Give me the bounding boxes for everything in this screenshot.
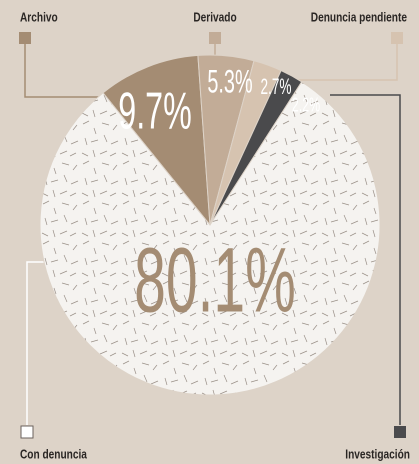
legend-label: Derivado: [193, 10, 236, 24]
pie-slice: [39, 81, 381, 396]
slice-label: 2.7%: [260, 73, 291, 98]
pie-slice: [102, 54, 211, 227]
connector: [26, 261, 45, 425]
legend-label: Archivo: [20, 10, 58, 24]
legend-swatch: [209, 32, 221, 44]
connectors: [24, 44, 401, 425]
slice-label: 5.3%: [207, 64, 252, 100]
legend-swatch: [20, 425, 34, 439]
legend-swatch: [394, 426, 406, 438]
connector: [272, 44, 398, 81]
legend-label: Denuncia pendiente: [311, 10, 408, 24]
connector: [330, 94, 401, 425]
legend-label: Investigación: [345, 447, 410, 461]
legend-label: Con denuncia: [20, 447, 87, 461]
slice-label: 80.1%: [134, 230, 296, 332]
legend-swatch: [19, 32, 31, 44]
slice-label: 2.2%: [292, 93, 320, 116]
pie: [39, 54, 381, 396]
slice-label: 9.7%: [118, 83, 191, 141]
connector: [24, 44, 105, 98]
legend-swatch: [391, 32, 403, 44]
